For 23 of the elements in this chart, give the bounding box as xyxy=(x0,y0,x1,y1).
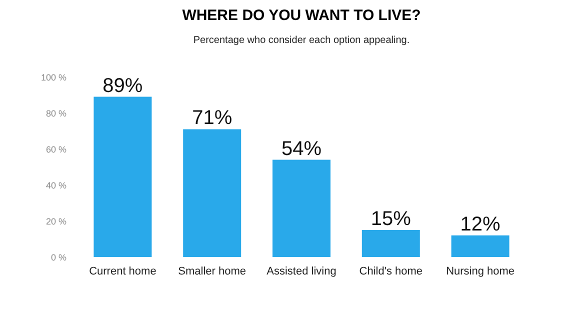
x-tick-label: Nursing home xyxy=(446,266,515,278)
bar xyxy=(94,96,152,257)
y-tick-label: 40 % xyxy=(46,180,66,190)
bar xyxy=(362,230,420,257)
y-tick-label: 60 % xyxy=(46,144,66,154)
bar xyxy=(183,129,242,257)
y-tick-label: 80 % xyxy=(46,108,66,118)
chart-title: WHERE DO YOU WANT TO LIVE? xyxy=(182,7,421,24)
x-tick-label: Current home xyxy=(89,266,156,278)
chart-subtitle: Percentage who consider each option appealing. xyxy=(193,35,410,46)
y-tick-label: 0 % xyxy=(50,252,66,262)
y-tick-label: 20 % xyxy=(46,216,66,226)
data-label: 15% xyxy=(370,208,412,230)
x-tick-label: Smaller home xyxy=(178,266,246,278)
bar xyxy=(451,235,510,257)
x-tick-label: Assisted living xyxy=(266,266,336,278)
data-label: 54% xyxy=(281,138,322,160)
data-label: 71% xyxy=(192,107,232,130)
x-tick-label: Child's home xyxy=(359,266,423,278)
data-label: 89% xyxy=(102,74,143,97)
bar xyxy=(272,160,330,257)
data-label: 12% xyxy=(460,213,501,236)
y-tick-label: 100 % xyxy=(40,72,66,82)
